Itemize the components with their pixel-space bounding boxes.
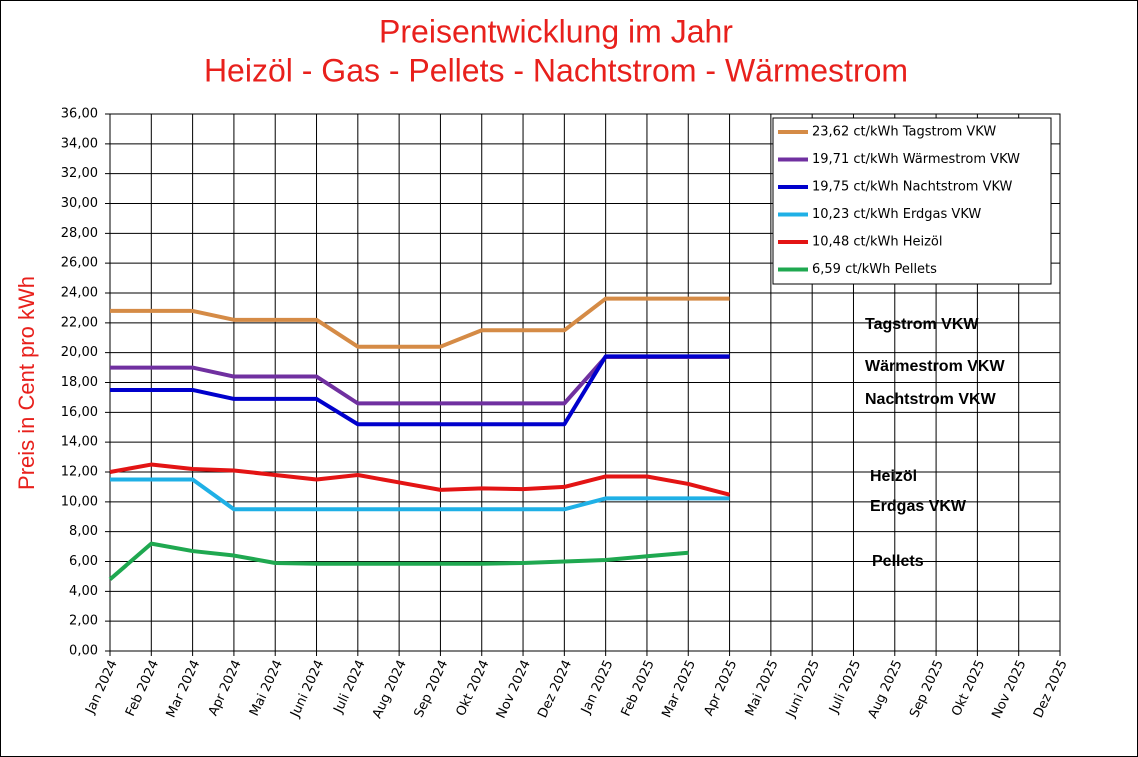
y-tick-label: 12,00	[61, 465, 98, 480]
y-tick-label: 2,00	[69, 614, 98, 629]
y-tick-label: 18,00	[61, 375, 98, 390]
y-tick-label: 28,00	[61, 226, 98, 241]
annotation: Tagstrom VKW	[865, 316, 979, 333]
legend-label: 23,62 ct/kWh Tagstrom VKW	[812, 125, 996, 140]
legend-label: 19,75 ct/kWh Nachtstrom VKW	[812, 180, 1013, 195]
y-tick-label: 0,00	[69, 644, 98, 659]
series-line	[108, 541, 689, 581]
y-tick-label: 4,00	[69, 584, 98, 599]
legend-label: 10,23 ct/kWh Erdgas VKW	[812, 207, 981, 222]
legend-box	[772, 117, 1052, 285]
legend-label: 19,71 ct/kWh Wärmestrom VKW	[812, 152, 1020, 167]
y-tick-label: 10,00	[61, 494, 98, 509]
y-tick-label: 34,00	[61, 136, 98, 151]
series-line	[109, 462, 731, 497]
annotation: Pellets	[872, 553, 924, 570]
annotation: Heizöl	[870, 468, 917, 485]
chart-subtitle: Heizöl - Gas - Pellets - Nachtstrom - Wä…	[204, 52, 908, 88]
y-tick-label: 26,00	[61, 256, 98, 271]
legend-label: 10,48 ct/kWh Heizöl	[812, 235, 943, 250]
y-axis-label: Preis in Cent pro kWh	[14, 276, 39, 490]
series-line	[110, 296, 730, 349]
series-line	[110, 354, 730, 427]
y-tick-label: 14,00	[61, 435, 98, 450]
y-tick-label: 20,00	[61, 345, 98, 360]
y-tick-label: 8,00	[69, 524, 98, 539]
y-tick-label: 30,00	[61, 196, 98, 211]
y-tick-label: 16,00	[61, 405, 98, 420]
y-tick-label: 22,00	[61, 315, 98, 330]
y-tick-label: 32,00	[61, 166, 98, 181]
annotation: Erdgas VKW	[870, 498, 967, 515]
y-tick-label: 36,00	[61, 107, 98, 122]
y-tick-label: 6,00	[69, 554, 98, 569]
legend-label: 6,59 ct/kWh Pellets	[812, 262, 937, 277]
series-line	[110, 477, 730, 512]
annotation: Wärmestrom VKW	[865, 358, 1005, 375]
chart-title: Preisentwicklung im Jahr	[379, 13, 733, 49]
annotation: Nachtstrom VKW	[865, 391, 997, 408]
y-tick-label: 24,00	[61, 286, 98, 301]
